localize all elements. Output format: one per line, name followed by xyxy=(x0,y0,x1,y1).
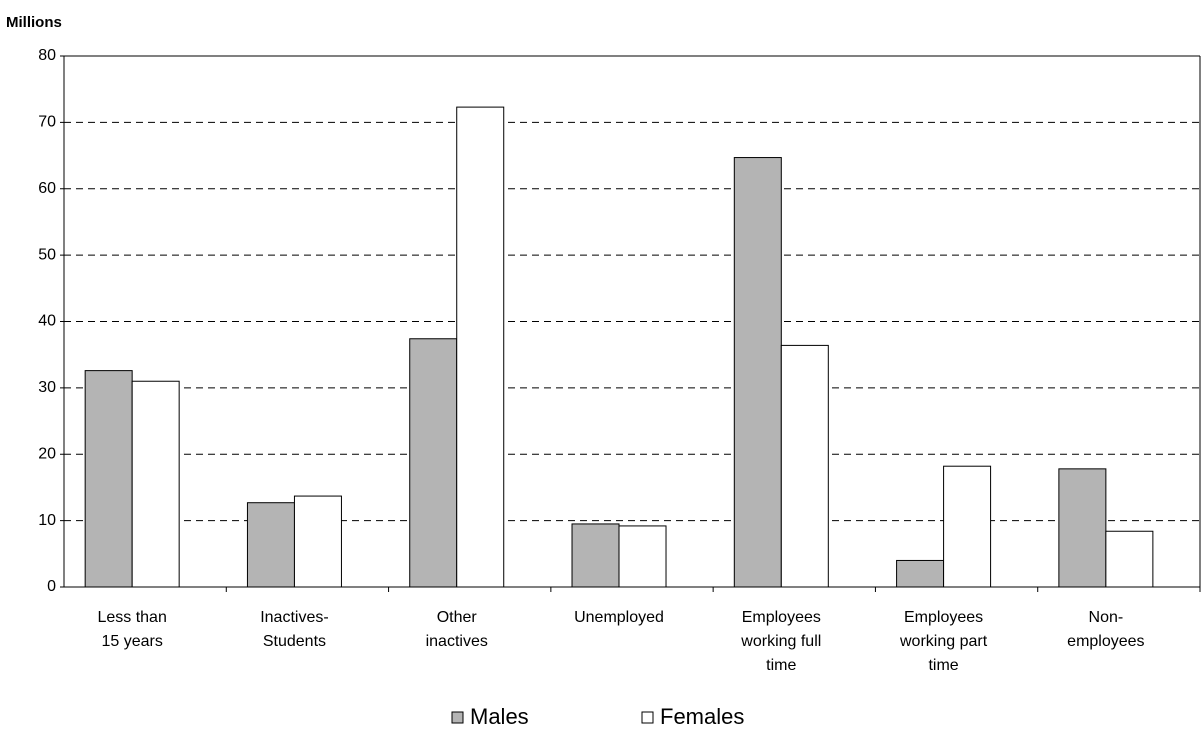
legend-label: Females xyxy=(660,704,744,729)
legend-swatch xyxy=(451,711,464,724)
x-tick-label: Employees working full time xyxy=(741,609,822,674)
y-tick-label: 40 xyxy=(38,313,56,330)
bar xyxy=(246,502,295,588)
bar xyxy=(1105,530,1154,588)
x-tick-label: Unemployed xyxy=(574,609,664,626)
y-axis-title: Millions xyxy=(6,14,62,31)
bar xyxy=(618,525,667,588)
legend-label: Males xyxy=(470,704,529,729)
y-tick-label: 50 xyxy=(38,246,56,263)
bar xyxy=(896,559,945,588)
x-tick-label: Less than 15 years xyxy=(97,609,167,650)
bar xyxy=(943,465,992,588)
bar xyxy=(780,344,829,588)
bar xyxy=(409,338,458,588)
y-tick-label: 20 xyxy=(38,445,56,462)
y-tick-label: 70 xyxy=(38,114,56,131)
bar xyxy=(456,106,505,588)
x-tick-label: Inactives-Students xyxy=(260,609,329,650)
x-tick-label: Non-employees xyxy=(1067,609,1145,650)
legend-swatch xyxy=(641,711,654,724)
bar xyxy=(84,370,133,588)
y-tick-label: 30 xyxy=(38,379,56,396)
bar xyxy=(1058,468,1107,588)
y-tick-label: 60 xyxy=(38,180,56,197)
y-tick-label: 80 xyxy=(38,47,56,64)
y-tick-label: 10 xyxy=(38,512,56,529)
bar xyxy=(131,380,180,588)
bar xyxy=(733,157,782,588)
x-tick-label: Other inactives xyxy=(425,609,488,650)
y-tick-label: 0 xyxy=(47,578,56,595)
x-tick-label: Employees working part time xyxy=(900,609,988,674)
bar xyxy=(571,523,620,588)
bar xyxy=(293,495,342,588)
